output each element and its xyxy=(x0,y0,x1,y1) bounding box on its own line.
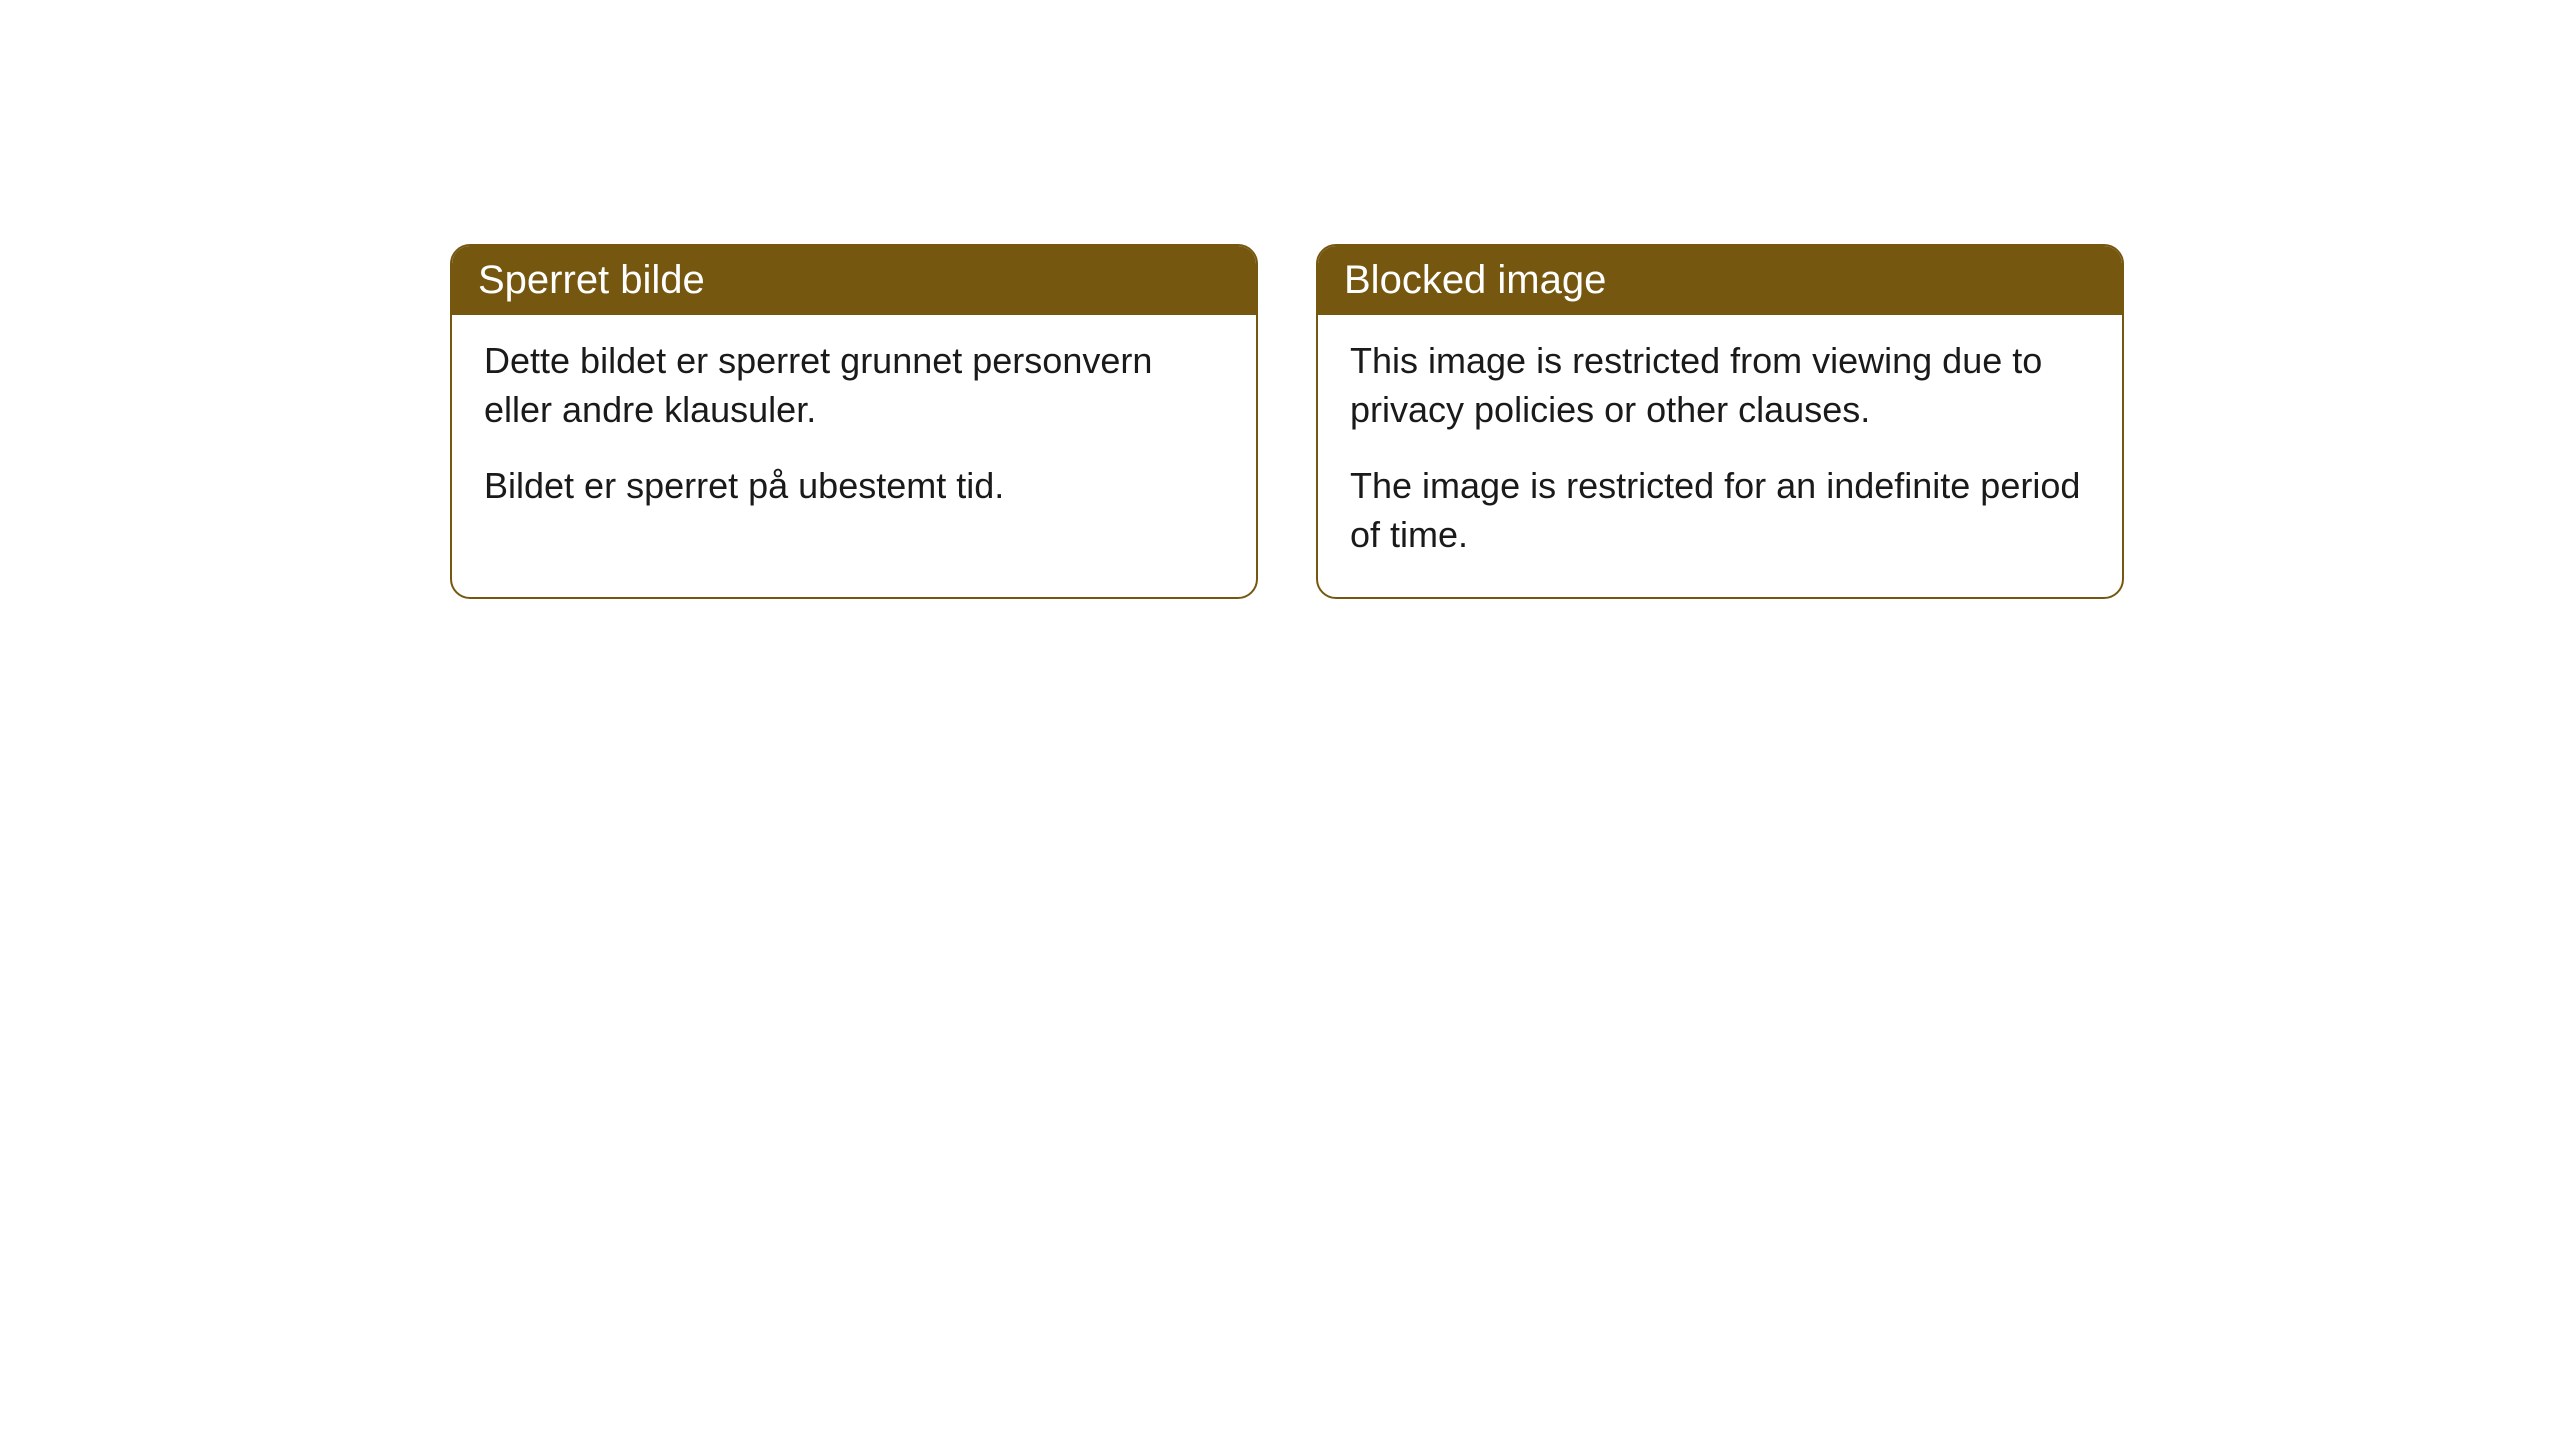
notice-card-norwegian: Sperret bilde Dette bildet er sperret gr… xyxy=(450,244,1258,599)
card-header: Blocked image xyxy=(1318,246,2122,315)
card-title: Blocked image xyxy=(1344,258,1606,302)
card-paragraph: Bildet er sperret på ubestemt tid. xyxy=(484,462,1224,511)
card-paragraph: The image is restricted for an indefinit… xyxy=(1350,462,2090,559)
card-body: This image is restricted from viewing du… xyxy=(1318,315,2122,597)
notice-card-english: Blocked image This image is restricted f… xyxy=(1316,244,2124,599)
card-header: Sperret bilde xyxy=(452,246,1256,315)
card-paragraph: This image is restricted from viewing du… xyxy=(1350,337,2090,434)
notice-cards-container: Sperret bilde Dette bildet er sperret gr… xyxy=(450,244,2124,599)
card-body: Dette bildet er sperret grunnet personve… xyxy=(452,315,1256,549)
card-title: Sperret bilde xyxy=(478,258,705,302)
card-paragraph: Dette bildet er sperret grunnet personve… xyxy=(484,337,1224,434)
